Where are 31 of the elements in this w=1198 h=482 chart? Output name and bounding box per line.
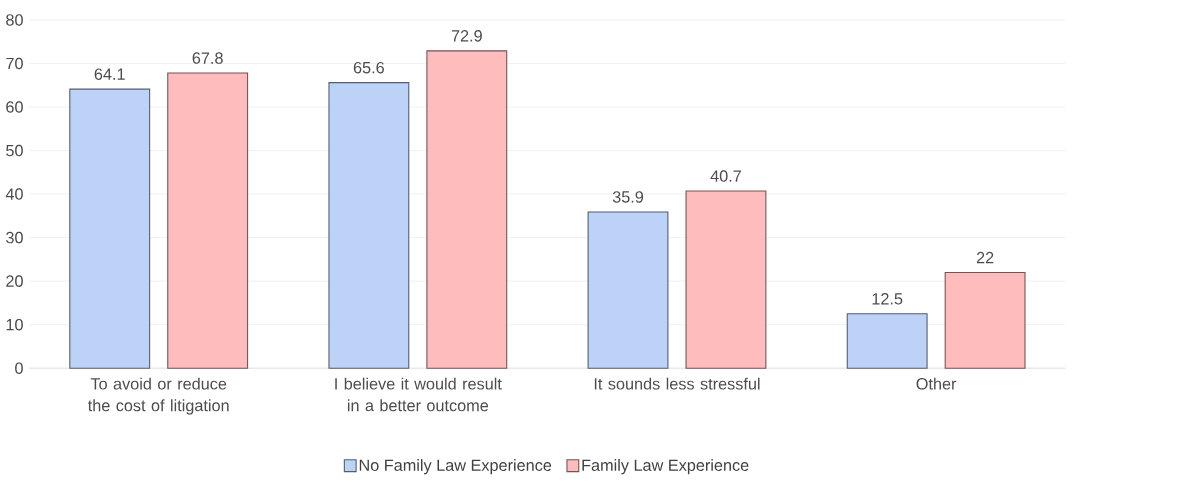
bar	[167, 72, 249, 369]
y-tick-label: 0	[15, 362, 23, 375]
data-label: 65.6	[353, 62, 384, 74]
bar	[328, 82, 410, 369]
x-tick-label: To avoid or reduce the cost of litigation	[87, 377, 229, 415]
y-tick-label: 40	[5, 188, 23, 201]
data-label: 22	[976, 252, 994, 264]
y-tick-label: 10	[6, 319, 23, 331]
bar	[69, 88, 151, 369]
data-label: 12.5	[872, 293, 903, 305]
y-tick-label: 30	[6, 232, 23, 244]
data-label: 64.1	[94, 68, 125, 81]
legend-label: No Family Law Experience	[359, 459, 552, 475]
data-label: 72.9	[451, 30, 482, 42]
data-label: 35.9	[612, 191, 644, 203]
x-tick-label: Other	[916, 377, 957, 390]
y-tick-label: 50	[6, 145, 23, 157]
data-label: 67.8	[192, 52, 223, 65]
y-tick-label: 80	[6, 14, 23, 26]
x-tick-label: I believe it would result in a better outcome	[335, 377, 502, 412]
bar	[685, 190, 767, 369]
x-tick-label: It sounds less stressful	[594, 377, 760, 390]
bar	[944, 272, 1026, 369]
y-tick-label: 60	[6, 101, 23, 113]
bar	[846, 313, 928, 369]
bar	[426, 50, 508, 369]
y-tick-label: 20	[6, 275, 23, 288]
y-tick-label: 70	[6, 57, 23, 70]
bar	[587, 211, 669, 369]
legend-label: Family Law Experience	[582, 459, 749, 475]
data-label: 40.7	[710, 170, 741, 183]
